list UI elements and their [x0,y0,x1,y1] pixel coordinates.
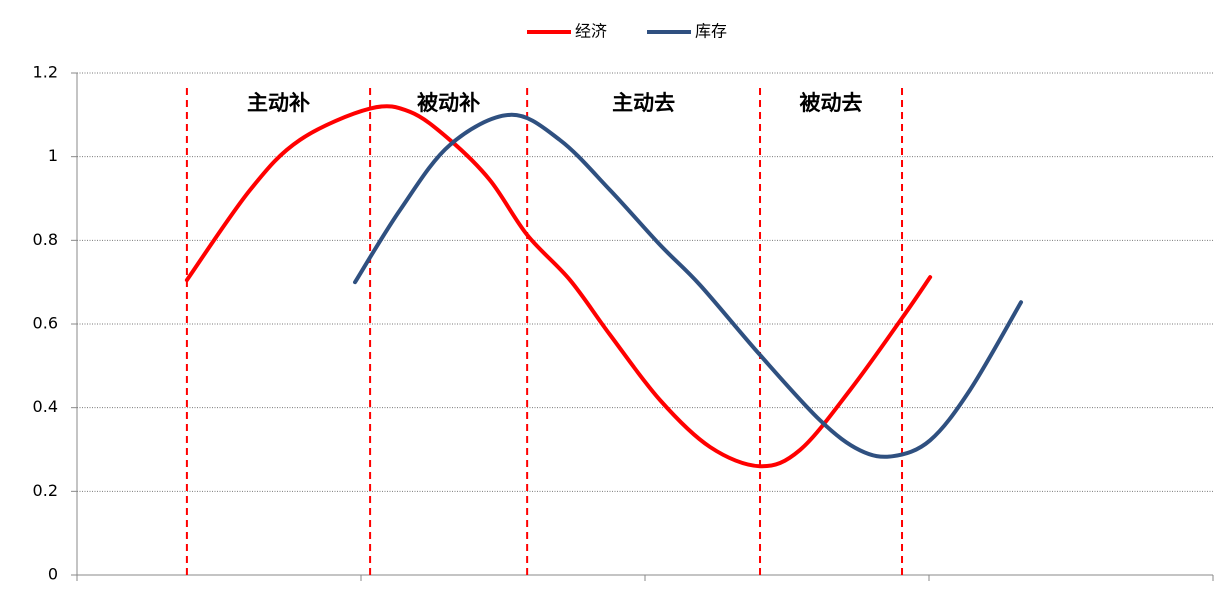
y-tick-label: 0.6 [33,314,58,333]
y-tick-label: 0.2 [33,481,58,500]
phase-label: 被动补 [417,91,480,115]
y-tick-label: 1 [48,146,58,165]
y-tick-label: 0.8 [33,230,58,249]
series-line [184,104,933,469]
y-tick-label: 0 [48,565,58,584]
y-tick-label: 1.2 [33,63,58,82]
phase-label: 主动补 [247,91,310,115]
phase-label: 主动去 [612,91,675,115]
y-tick-label: 0.4 [33,397,58,416]
legend-label: 经济 [575,22,607,41]
series-line [353,112,1024,459]
phase-label: 被动去 [800,91,863,115]
legend-label: 库存 [695,22,727,41]
